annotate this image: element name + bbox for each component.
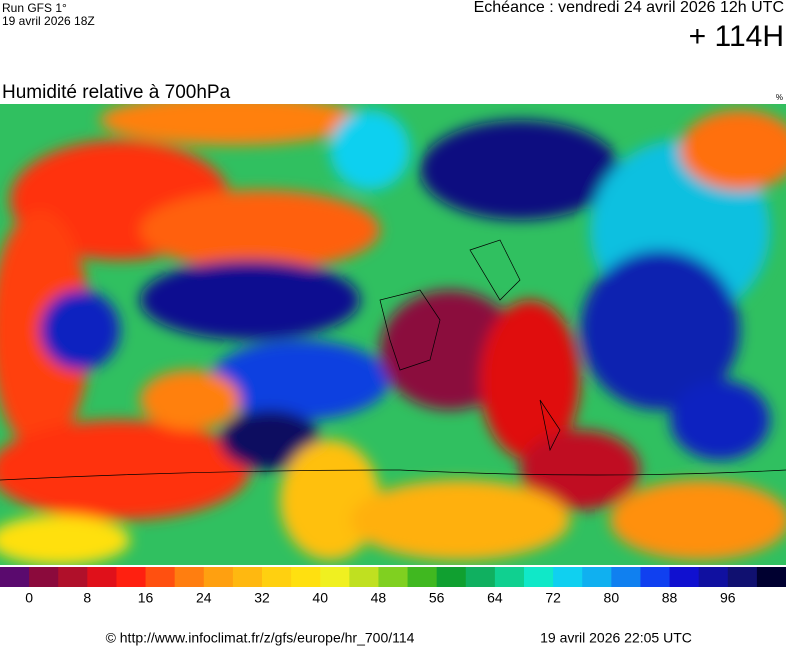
colorbar-label: 80 [604,590,620,606]
colorbar-swatch [640,567,671,587]
colorbar-swatch [436,567,467,587]
colorbar-swatch [465,567,496,587]
colorbar-label: 24 [196,590,212,606]
coastlines [0,239,786,481]
colorbar-label: 96 [720,590,736,606]
colorbar-label: 56 [429,590,445,606]
colorbar-swatch [669,567,700,587]
colorbar-swatch [262,567,292,587]
colorbar-swatch [87,567,117,587]
colorbar-swatch [611,567,641,587]
run-date: 19 avril 2026 18Z [2,14,95,28]
colorbar-swatch [524,567,554,587]
colorbar-swatch [29,567,59,587]
colorbar-swatch [116,567,147,587]
colorbar-swatch [232,567,263,587]
colorbar-swatch [494,567,525,587]
colorbar-label: 0 [25,590,33,606]
colorbar-swatch [145,567,176,587]
valid-time: Echéance : vendredi 24 avril 2026 12h UT… [474,0,784,16]
generated-time: 19 avril 2026 22:05 UTC [540,630,692,646]
colorbar-swatch [378,567,409,587]
colorbar-swatch [349,567,379,587]
colorbar-label: 64 [487,590,503,606]
colorbar-swatch [0,567,30,587]
colorbar-swatch [320,567,350,587]
colorbar-label: 40 [312,590,328,606]
colorbar-swatch [58,567,88,587]
humidity-field [0,104,786,565]
map-title: Humidité relative à 700hPa [2,82,231,103]
unit-label: % [776,93,783,102]
colorbar-swatch [553,567,583,587]
colorbar-label: 16 [138,590,154,606]
colorbar-swatch [203,567,234,587]
colorbar: 0 8 16 24 32 40 48 56 64 72 80 88 96 [0,567,786,606]
lead-time: + 114H [689,20,784,53]
colorbar-label: 8 [83,590,91,606]
run-label: Run GFS 1° [2,1,67,15]
colorbar-swatch [698,567,729,587]
colorbar-label: 48 [371,590,387,606]
colorbar-swatch [582,567,612,587]
colorbar-label: 88 [662,590,678,606]
colorbar-swatch [407,567,438,587]
colorbar-swatch [174,567,205,587]
colorbar-swatch [291,567,321,587]
source-credit: © http://www.infoclimat.fr/z/gfs/europe/… [106,630,415,646]
colorbar-label: 32 [254,590,270,606]
colorbar-swatch [756,567,786,587]
colorbar-label: 72 [545,590,561,606]
colorbar-swatch [727,567,758,587]
